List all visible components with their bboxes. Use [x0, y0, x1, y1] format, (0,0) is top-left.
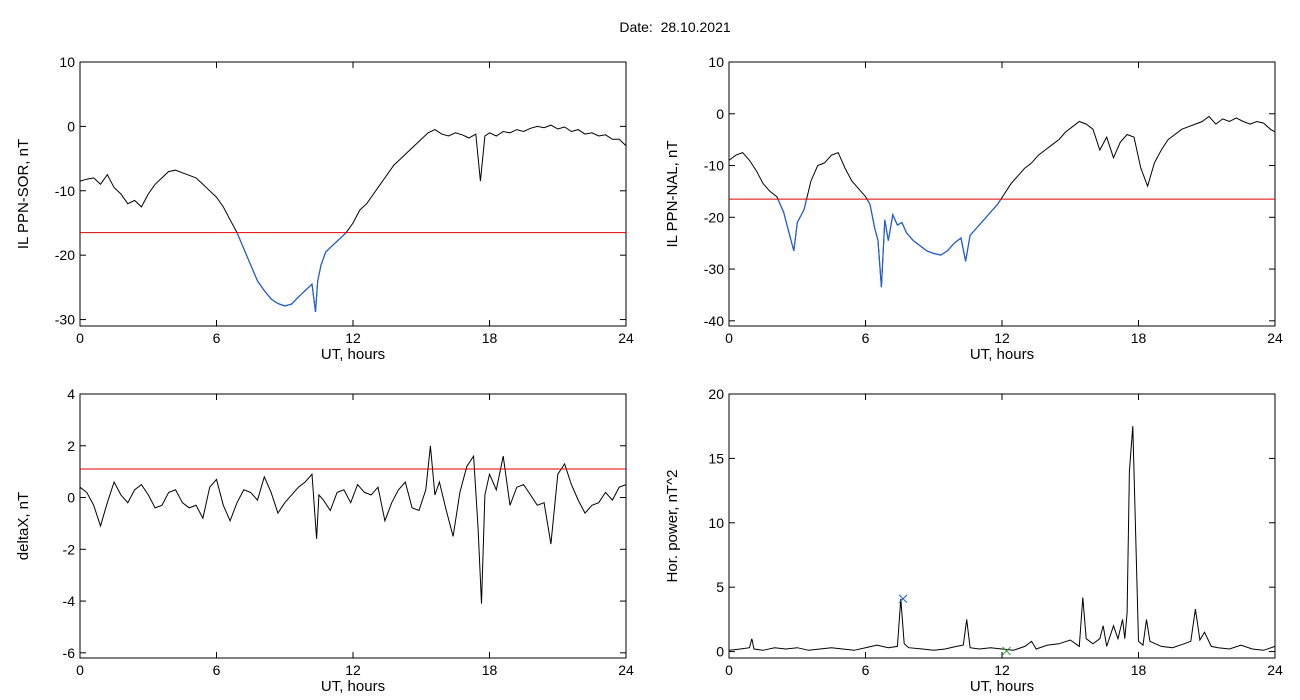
y-tick-label: -30 [55, 312, 75, 328]
x-tick-label: 24 [1267, 330, 1283, 346]
x-tick-label: 12 [994, 662, 1010, 678]
series-line [728, 426, 1276, 651]
plot-frame [79, 61, 627, 327]
x-tick-label: 6 [213, 330, 221, 346]
x-marker-stroke [1002, 646, 1011, 656]
y-axis-label: IL PPN-SOR, nT [15, 139, 32, 249]
date-header: Date: 28.10.2021 [0, 19, 1300, 35]
x-tick-label: 0 [725, 330, 733, 346]
x-tick-label: 12 [994, 330, 1010, 346]
y-tick-label: 0 [67, 118, 75, 134]
y-tick-label: -6 [63, 645, 76, 661]
series-line-below-threshold [777, 199, 1002, 288]
x-tick-label: 24 [618, 662, 634, 678]
x-marker-stroke [898, 594, 908, 604]
x-tick-label: 24 [1267, 662, 1283, 678]
x-tick-label: 0 [76, 330, 84, 346]
x-marker [1002, 646, 1011, 656]
y-tick-label: 10 [708, 54, 724, 70]
y-tick-label: -20 [55, 247, 75, 263]
x-tick-label: 18 [1131, 330, 1147, 346]
x-tick-label: 6 [862, 662, 870, 678]
y-axis-label: IL PPN-NAL, nT [664, 141, 681, 248]
y-tick-label: -2 [63, 541, 76, 557]
x-tick-label: 18 [1131, 662, 1147, 678]
y-tick-label: 2 [67, 438, 75, 454]
x-tick-label: 6 [862, 330, 870, 346]
series-line [79, 124, 627, 312]
chart-panel-1: 0 6 12 18 24 -30 -20 -10 0 10 UT, hours IL PPN-SOR,… [15, 54, 634, 363]
date-value: 28.10.2021 [660, 19, 731, 35]
x-axis-label: UT, hours [970, 346, 1034, 363]
x-tick-label: 12 [345, 330, 361, 346]
x-marker [898, 594, 908, 604]
y-tick-label: 0 [716, 106, 724, 122]
y-tick-label: -40 [704, 313, 724, 329]
y-tick-label: 10 [59, 54, 75, 70]
x-tick-label: 12 [345, 662, 361, 678]
y-tick-label: 5 [716, 579, 724, 595]
y-tick-label: -30 [704, 261, 724, 277]
y-tick-label: -4 [63, 593, 76, 609]
series-line [728, 115, 1276, 288]
chart-panel-2: 0 6 12 18 24 -40 -30 -20 -10 0 10 UT, hours IL PPN-N… [664, 54, 1283, 363]
y-axis-label: Hor. power, nT^2 [664, 470, 681, 583]
x-tick-label: 0 [725, 662, 733, 678]
y-tick-label: 15 [708, 450, 724, 466]
x-tick-label: 18 [482, 330, 498, 346]
x-axis-label: UT, hours [321, 678, 385, 695]
y-tick-label: 10 [708, 515, 724, 531]
y-tick-label: 0 [716, 644, 724, 660]
y-tick-label: -10 [704, 158, 724, 174]
y-tick-label: 0 [67, 490, 75, 506]
y-tick-label: -10 [55, 183, 75, 199]
series-line [79, 445, 627, 604]
series-line-below-threshold [236, 232, 347, 312]
x-axis-label: UT, hours [321, 346, 385, 363]
x-axis-label: UT, hours [970, 678, 1034, 695]
plot-frame [728, 393, 1276, 659]
date-label: Date: [619, 19, 653, 35]
y-tick-label: -20 [704, 209, 724, 225]
y-axis-label: deltaX, nT [15, 492, 32, 560]
x-tick-label: 24 [618, 330, 634, 346]
y-tick-label: 4 [67, 386, 75, 402]
x-tick-label: 0 [76, 662, 84, 678]
chart-panel-4: 0 6 12 18 24 0 5 10 15 20 UT, hours Hor. power, nT^… [664, 386, 1283, 695]
x-tick-label: 6 [213, 662, 221, 678]
plot-frame [728, 61, 1276, 327]
x-tick-label: 18 [482, 662, 498, 678]
plot-frame [79, 393, 627, 659]
y-tick-label: 20 [708, 386, 724, 402]
